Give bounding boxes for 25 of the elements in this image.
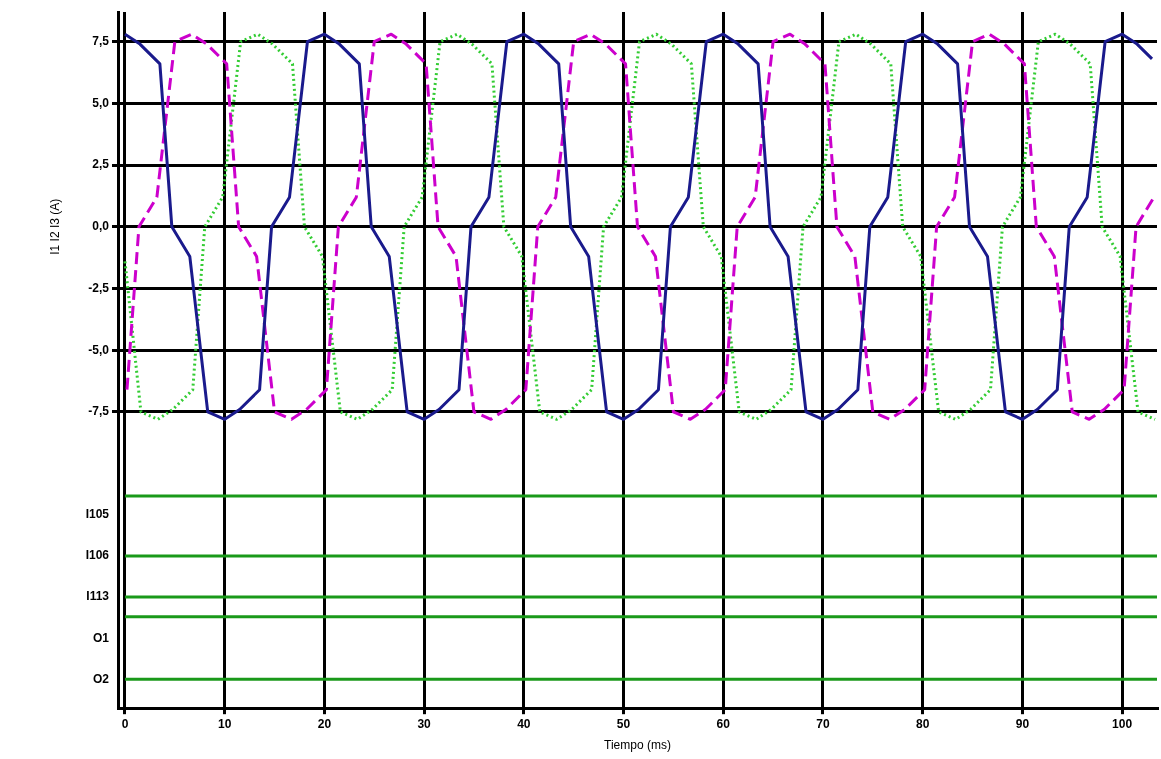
y-tick-label: O2 [92,671,110,686]
y-axis-title: I1 I2 I3 (A) [48,198,63,255]
x-tick-label: 40 [517,716,531,731]
y-tick-label: -7,5 [88,404,110,419]
x-tick-label: 70 [816,716,830,731]
x-tick-label: 10 [218,716,232,731]
x-tick-label: 30 [417,716,432,731]
y-tick-label: 7,5 [92,33,110,48]
y-tick-label: I113 [86,589,110,604]
x-tick-label: 80 [916,716,930,731]
y-tick-label: I105 [85,507,110,522]
y-tick-label: O1 [92,630,110,645]
y-tick-label: I106 [85,548,110,563]
x-tick-label: 60 [716,716,731,731]
x-tick-label: 90 [1015,716,1030,731]
y-tick-label: 2,5 [92,157,110,172]
x-tick-label: 100 [1112,716,1133,731]
x-tick-label: 20 [317,716,332,731]
y-tick-label: 5,0 [92,95,110,110]
x-tick-label: 50 [616,716,631,731]
y-tick-label: 0,0 [92,219,110,234]
x-tick-label: 0 [121,716,129,731]
x-axis-title: Tiempo (ms) [604,738,671,753]
y-tick-label: -5,0 [88,342,110,357]
y-tick-label: -2,5 [88,280,110,295]
